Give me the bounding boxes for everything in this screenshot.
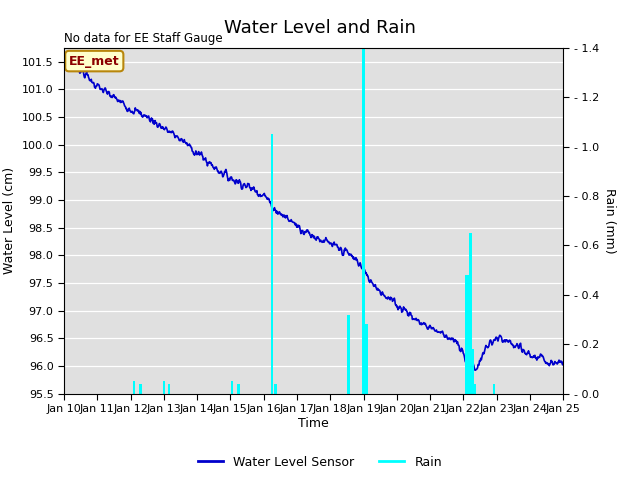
- Bar: [168, 384, 170, 394]
- Bar: [140, 384, 142, 394]
- Bar: [468, 275, 470, 394]
- Bar: [365, 324, 367, 394]
- Bar: [362, 48, 365, 394]
- Bar: [231, 381, 234, 394]
- Bar: [163, 381, 165, 394]
- Bar: [471, 349, 474, 394]
- Legend: Water Level Sensor, Rain: Water Level Sensor, Rain: [193, 451, 447, 474]
- Text: Water Level and Rain: Water Level and Rain: [224, 19, 416, 37]
- Text: No data for EE Staff Gauge: No data for EE Staff Gauge: [64, 33, 223, 46]
- Bar: [469, 233, 472, 394]
- Bar: [271, 134, 273, 394]
- Y-axis label: Rain (mm): Rain (mm): [602, 188, 616, 253]
- Bar: [237, 384, 240, 394]
- Bar: [132, 381, 135, 394]
- Text: EE_met: EE_met: [69, 55, 120, 68]
- X-axis label: Time: Time: [298, 417, 329, 430]
- Bar: [465, 275, 468, 394]
- Bar: [348, 314, 350, 394]
- Bar: [474, 384, 476, 394]
- Y-axis label: Water Level (cm): Water Level (cm): [3, 167, 17, 275]
- Bar: [274, 384, 276, 394]
- Bar: [493, 384, 495, 394]
